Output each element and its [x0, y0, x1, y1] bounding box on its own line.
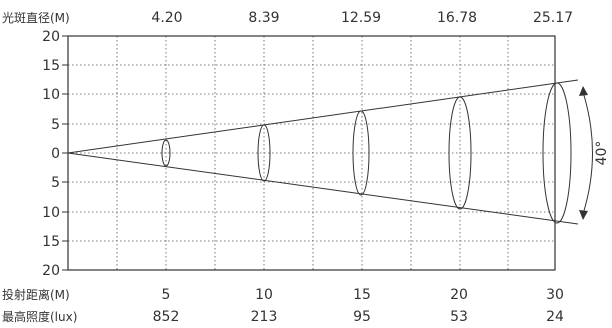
diameter-value: 8.39 [248, 10, 279, 26]
distance-value: 30 [546, 287, 564, 303]
y-tick-label: 0 [51, 146, 60, 162]
y-axis-ticks [62, 35, 68, 271]
y-tick-label: 5 [51, 117, 60, 133]
illuminance-value: 95 [353, 309, 371, 325]
spot-ellipse [448, 96, 472, 210]
spot-ellipse [161, 139, 171, 167]
y-tick-label: 10 [42, 205, 60, 221]
illuminance-value: 213 [251, 309, 278, 325]
illuminance-value: 24 [546, 309, 564, 325]
distance-label: 投射距离(M) [2, 287, 70, 302]
illuminance-label: 最高照度(lux) [2, 309, 77, 324]
grid-lines [67, 36, 555, 270]
y-tick-label: 15 [42, 58, 60, 74]
diameter-value: 4.20 [151, 10, 182, 26]
beam-lower-edge [67, 152, 579, 225]
spot-ellipse [352, 110, 370, 196]
illuminance-value: 852 [153, 309, 180, 325]
distance-value: 10 [255, 287, 273, 303]
y-tick-label: 20 [42, 29, 60, 45]
angle-arc [582, 91, 593, 215]
distance-value: 15 [353, 287, 371, 303]
y-tick-label: 10 [42, 87, 60, 103]
spot-ellipse [542, 82, 572, 224]
distance-value: 5 [162, 287, 171, 303]
spot-ellipse [257, 124, 271, 182]
spot-diameter-label: 光斑直径(M) [2, 11, 70, 25]
beam-angle-label: 40° [594, 141, 610, 166]
y-tick-label: 5 [51, 175, 60, 191]
y-tick-label: 20 [42, 263, 60, 279]
distance-value: 20 [450, 287, 468, 303]
arc-arrow-top [579, 86, 588, 96]
diameter-value: 25.17 [533, 10, 573, 26]
y-tick-label: 15 [42, 234, 60, 250]
diameter-value: 12.59 [341, 10, 381, 26]
arc-arrow-bottom [579, 210, 588, 220]
illuminance-value: 53 [450, 309, 468, 325]
diameter-value: 16.78 [437, 10, 477, 26]
beam-upper-edge [67, 79, 579, 154]
